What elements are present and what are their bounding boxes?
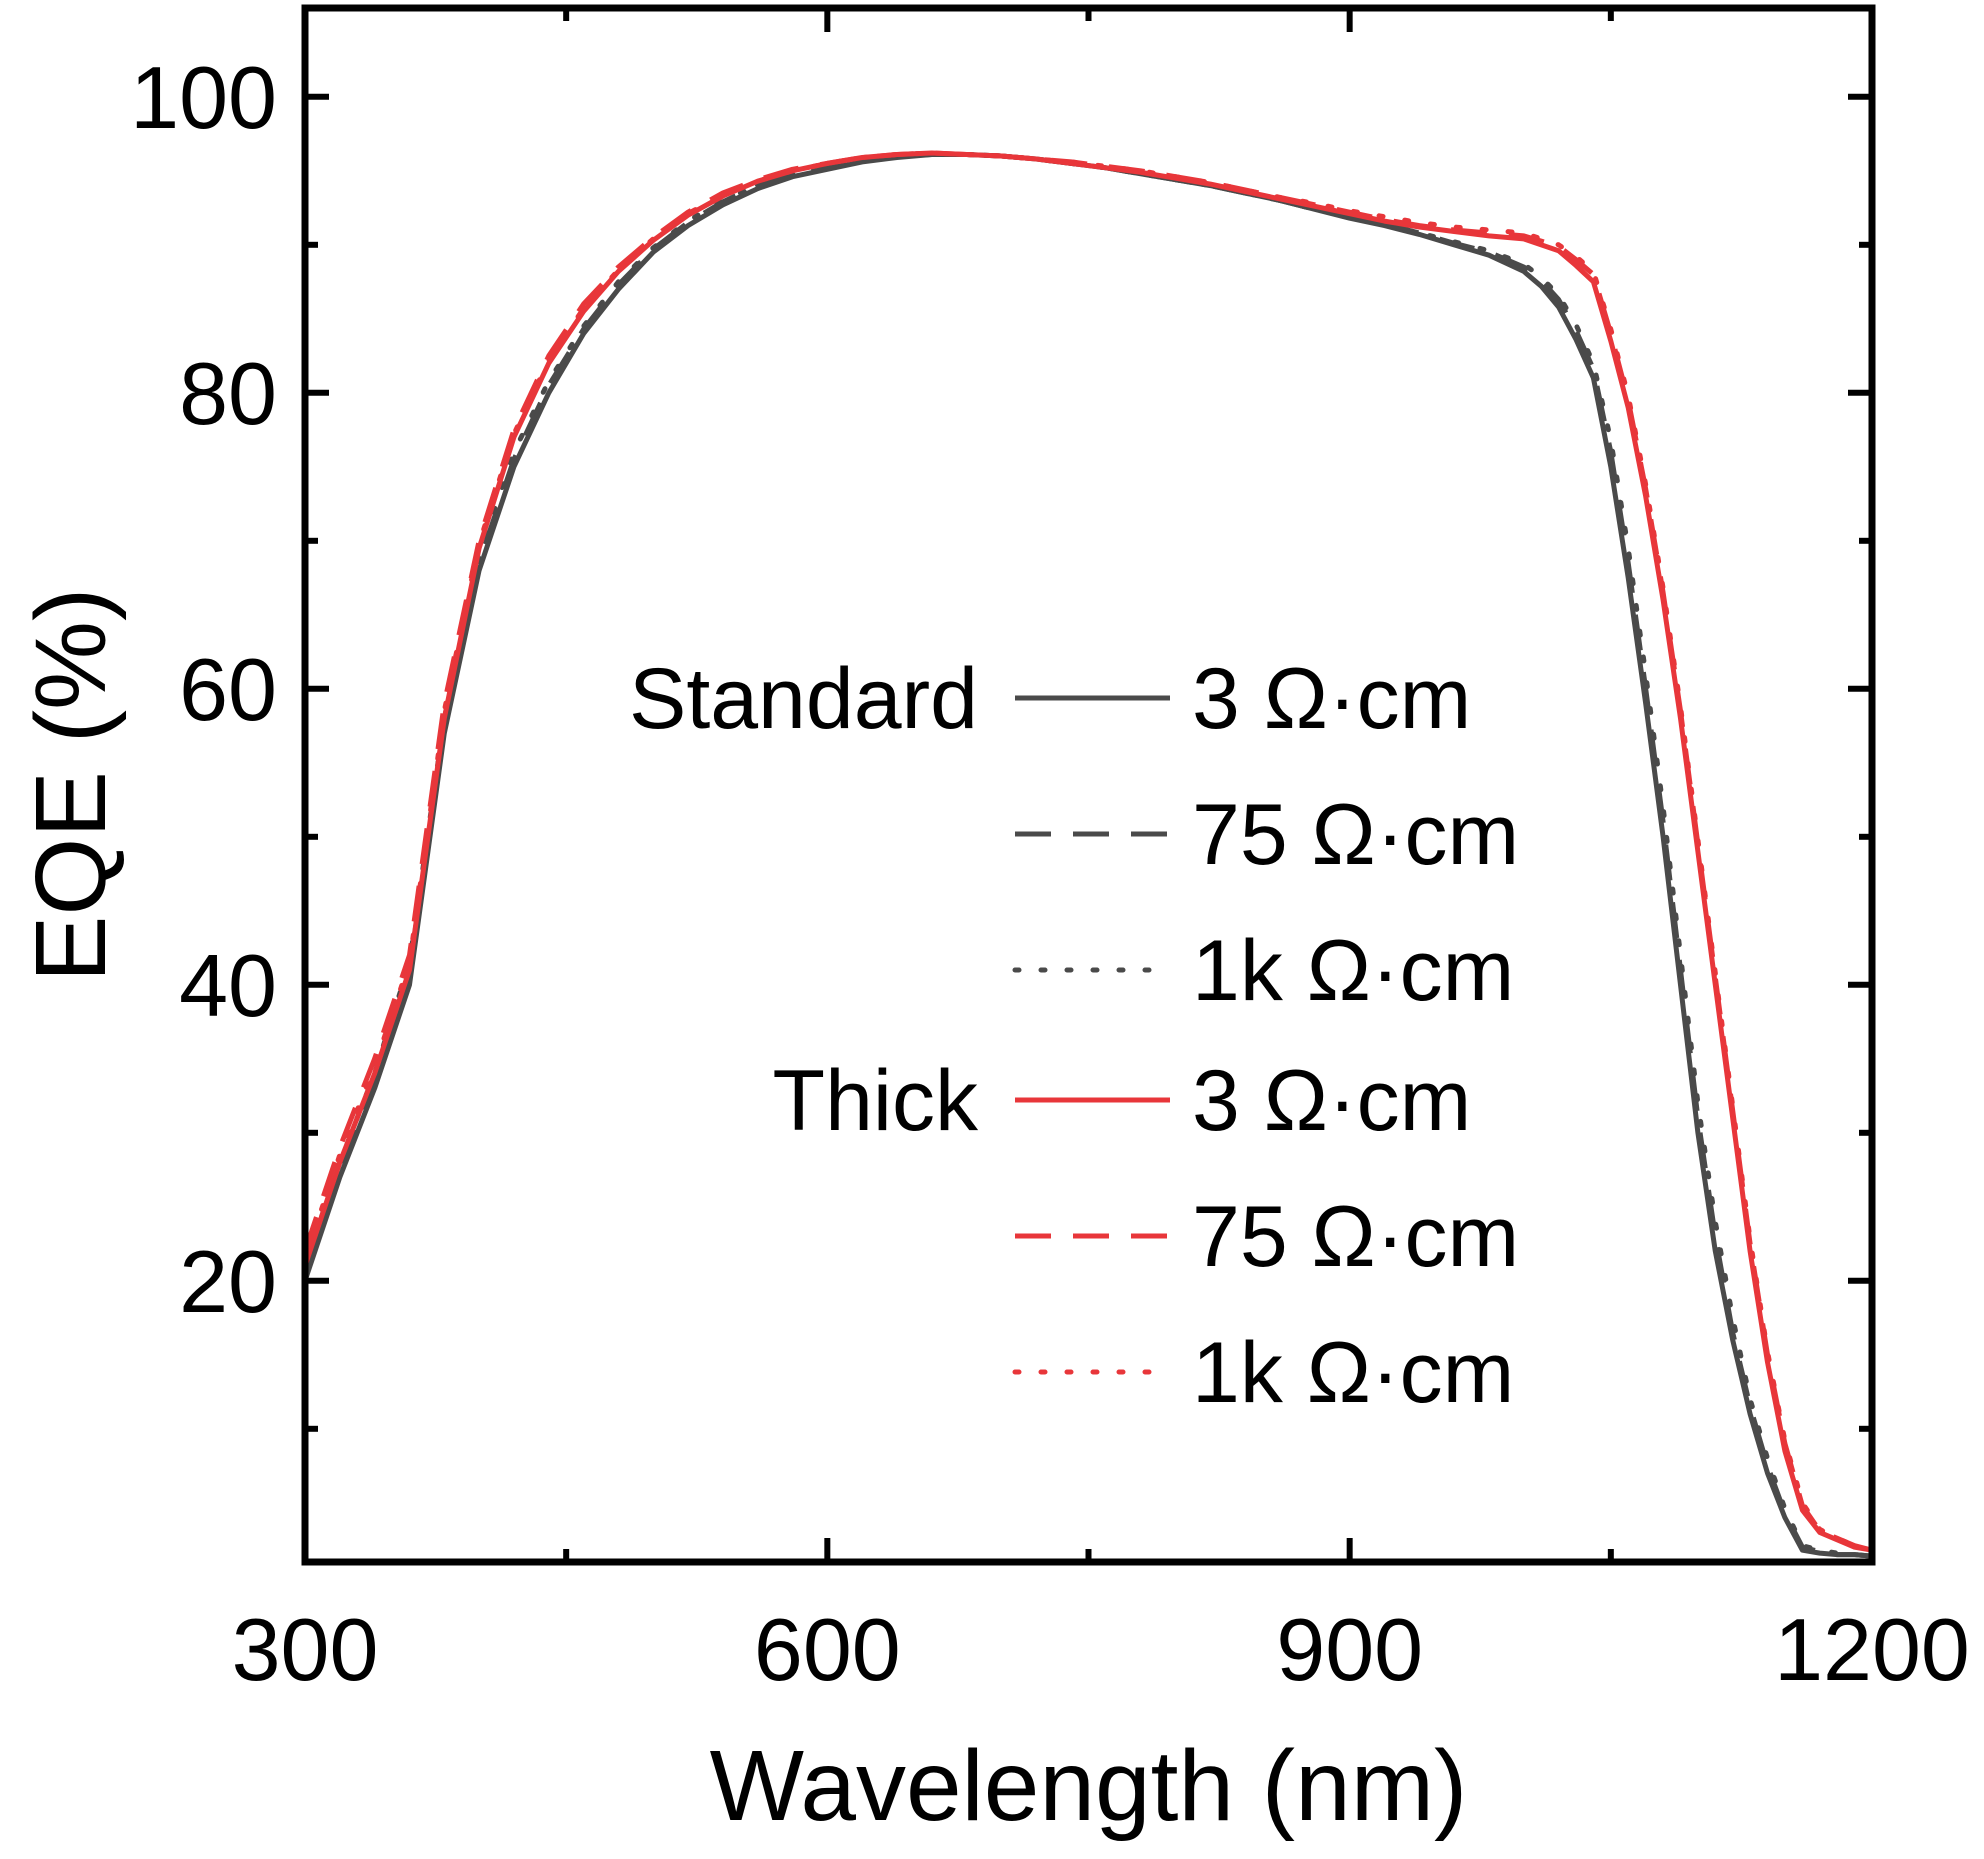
legend: Standard 3 Ω·cm 75 Ω·cm 1k Ω·cm Thick 3 Ω·cm 7…: [629, 651, 1519, 1421]
x-tick-label: 1200: [1774, 1600, 1970, 1699]
series-group: [305, 150, 1872, 1559]
x-tick-label: 300: [232, 1600, 379, 1699]
series-line-thick-75-cm: [305, 150, 1872, 1553]
legend-group-label: Standard: [629, 651, 978, 747]
y-tick-label: 100: [130, 48, 277, 147]
x-tick-label: 600: [754, 1600, 901, 1699]
series-line-thick-3-cm: [305, 150, 1872, 1553]
series-line-standard-1k-cm: [305, 152, 1872, 1559]
y-tick-label: 80: [179, 344, 277, 443]
series-line-standard-3-cm: [305, 152, 1872, 1559]
x-axis-title: Wavelength (nm): [710, 1730, 1468, 1842]
axes-layer: 300 600 900 1200 20 40 60 80 100 Wavelength (nm) E…: [15, 4, 1970, 1842]
plot-frame: [301, 4, 1876, 1566]
y-tick-label: 40: [179, 936, 277, 1035]
series-layer: [305, 150, 1872, 1559]
legend-entry-label: 3 Ω·cm: [1192, 1053, 1471, 1149]
series-line-thick-1k-cm: [305, 150, 1872, 1553]
legend-entry-label: 75 Ω·cm: [1192, 1189, 1519, 1285]
legend-entry-label: 1k Ω·cm: [1192, 1325, 1514, 1421]
y-tick-label: 60: [179, 640, 277, 739]
legend-group-label: Thick: [773, 1053, 979, 1149]
legend-entry-label: 3 Ω·cm: [1192, 651, 1471, 747]
x-tick-label: 900: [1276, 1600, 1423, 1699]
series-line-standard-75-cm: [305, 152, 1872, 1559]
y-axis-title: EQE (%): [15, 588, 127, 982]
legend-entry-label: 75 Ω·cm: [1192, 787, 1519, 883]
legend-entry-label: 1k Ω·cm: [1192, 923, 1514, 1019]
y-tick-label: 20: [179, 1232, 277, 1331]
